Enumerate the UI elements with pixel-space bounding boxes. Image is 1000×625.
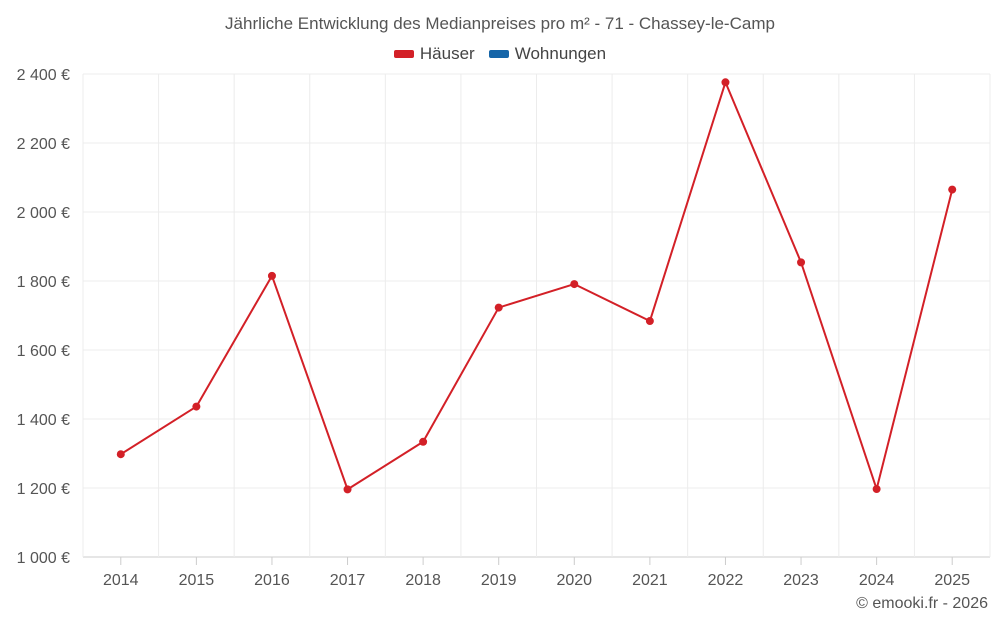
y-tick-label: 2 400 €: [17, 67, 70, 84]
x-tick-label: 2015: [179, 572, 215, 589]
legend-swatch-wohnungen: [488, 50, 509, 58]
data-point: [721, 78, 730, 87]
legend-label-haeuser: Häuser: [419, 44, 475, 63]
legend-swatch-haeuser: [393, 50, 414, 58]
x-tick-label: 2016: [254, 572, 290, 589]
data-point: [267, 271, 276, 280]
data-point: [343, 485, 352, 494]
legend-item-haeuser[interactable]: Häuser: [393, 44, 475, 64]
data-point: [797, 258, 806, 267]
y-tick-label: 2 000 €: [17, 205, 70, 222]
data-point: [116, 450, 125, 459]
y-tick-label: 1 800 €: [17, 274, 70, 291]
y-tick-label: 1 400 €: [17, 412, 70, 429]
x-tick-label: 2022: [708, 572, 744, 589]
y-tick-label: 1 000 €: [17, 550, 70, 567]
legend-label-wohnungen: Wohnungen: [514, 44, 607, 63]
data-point: [419, 437, 428, 446]
x-tick-label: 2018: [405, 572, 441, 589]
x-tick-label: 2023: [783, 572, 819, 589]
data-point: [192, 402, 201, 411]
credit-text: © emooki.fr - 2026: [856, 595, 988, 612]
data-point: [570, 280, 579, 289]
x-tick-label: 2019: [481, 572, 517, 589]
series-line-0: [120, 81, 954, 491]
data-point: [948, 185, 957, 194]
legend-item-wohnungen[interactable]: Wohnungen: [488, 44, 607, 64]
y-tick-label: 1 200 €: [17, 481, 70, 498]
x-tick-label: 2020: [556, 572, 592, 589]
legend: Häuser Wohnungen: [0, 44, 1000, 64]
data-point: [645, 317, 654, 326]
data-point: [494, 303, 503, 312]
y-tick-label: 1 600 €: [17, 343, 70, 360]
y-tick-label: 2 200 €: [17, 136, 70, 153]
chart-title: Jährliche Entwicklung des Medianpreises …: [225, 14, 775, 33]
data-point: [872, 485, 881, 494]
x-tick-label: 2025: [934, 572, 970, 589]
x-tick-label: 2024: [859, 572, 895, 589]
x-tick-label: 2021: [632, 572, 668, 589]
x-tick-label: 2017: [330, 572, 366, 589]
x-tick-label: 2014: [103, 572, 139, 589]
